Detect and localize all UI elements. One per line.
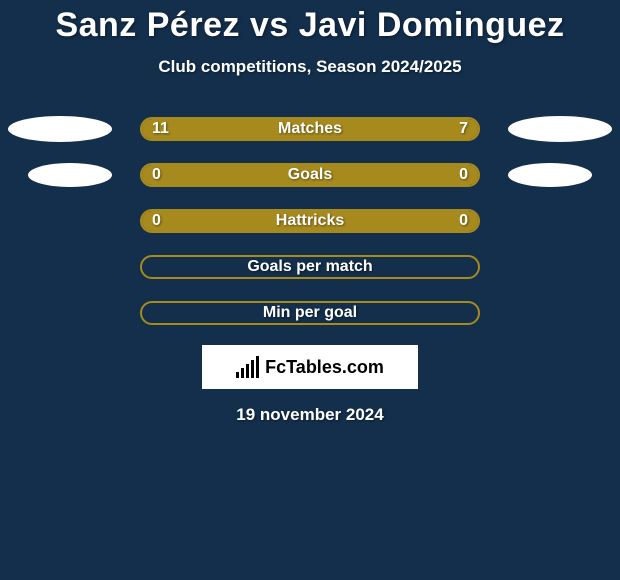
stat-row: Goals 0 0 [0, 163, 620, 187]
stat-value-left: 0 [152, 166, 161, 184]
stat-label: Goals [288, 166, 332, 184]
stat-label: Hattricks [276, 212, 344, 230]
stat-bar: Hattricks 0 0 [140, 209, 480, 233]
date-line: 19 november 2024 [0, 405, 620, 425]
stat-value-right: 0 [459, 212, 468, 230]
stat-row: Matches 11 7 [0, 117, 620, 141]
stat-label: Goals per match [247, 258, 372, 276]
subtitle: Club competitions, Season 2024/2025 [0, 57, 620, 77]
stat-bar: Min per goal [140, 301, 480, 325]
brand-text: FcTables.com [265, 357, 384, 378]
player-marker-left [8, 116, 112, 142]
stat-value-right: 0 [459, 166, 468, 184]
stat-bar: Matches 11 7 [140, 117, 480, 141]
bar-fill-left [142, 165, 310, 185]
stat-rows: Matches 11 7 Goals 0 0 Hattricks 0 0 Goals per ma… [0, 117, 620, 325]
player-marker-right [508, 163, 592, 187]
stat-row: Min per goal [0, 301, 620, 325]
player-marker-left [28, 163, 112, 187]
stat-label: Min per goal [263, 304, 357, 322]
brand-badge: FcTables.com [202, 345, 418, 389]
stat-value-left: 0 [152, 212, 161, 230]
stat-value-left: 11 [152, 120, 169, 138]
player-marker-right [508, 116, 612, 142]
stat-bar: Goals 0 0 [140, 163, 480, 187]
bar-fill-right [310, 165, 478, 185]
brand-bars-icon [236, 356, 259, 378]
page-title: Sanz Pérez vs Javi Dominguez [0, 0, 620, 45]
stat-row: Goals per match [0, 255, 620, 279]
stat-label: Matches [278, 120, 342, 138]
stat-row: Hattricks 0 0 [0, 209, 620, 233]
stat-bar: Goals per match [140, 255, 480, 279]
stat-value-right: 7 [459, 120, 468, 138]
